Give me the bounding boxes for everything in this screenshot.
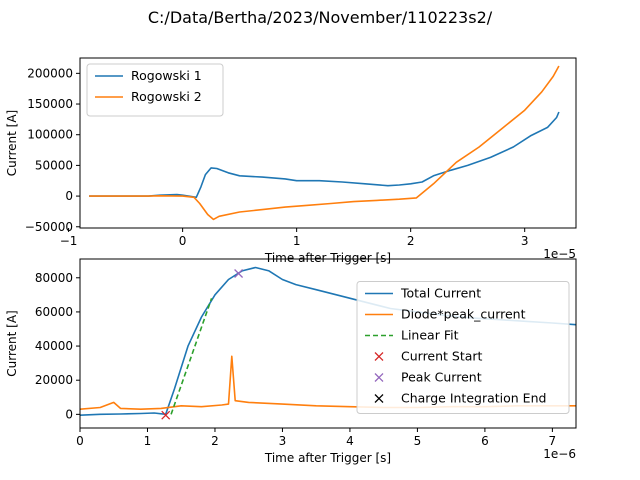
y-tick-label: 60000 [35,305,73,319]
marker-peak-current [234,269,244,278]
x-tick-label: 1 [144,434,152,448]
x-axis-label: Time after Trigger [s] [264,251,391,265]
series-line-rogowski-2 [89,65,560,221]
x-tick-label: −1 [60,234,78,248]
marker-stroke [161,410,171,420]
x-tick-label: 0 [179,234,187,248]
legend-item-total-current: Total Current [365,286,481,301]
legend: Total Current Diode*peak_current Linear Fi… [356,281,570,414]
legend-label: Peak Current [401,370,482,385]
x-offset-label: 1e−6 [543,447,576,461]
legend-item-rogowski-2: Rogowski 2 [95,89,202,104]
x-tick-label: 6 [481,434,489,448]
y-tick-label: 50000 [35,158,73,172]
legend-label: Charge Integration End [401,391,546,406]
x-tick-label: 5 [414,434,422,448]
y-tick-label: 20000 [35,373,73,387]
legend-label: Total Current [400,286,481,301]
figure-title: C:/Data/Bertha/2023/November/110223s2/ [147,8,493,27]
y-axis-label: Current [A] [5,310,19,376]
legend-frame [86,63,224,117]
y-tick-label: 0 [65,407,73,421]
y-tick-label: 40000 [35,339,73,353]
legend-label: Rogowski 1 [131,68,202,83]
y-tick-label: −50000 [25,220,73,234]
x-tick-label: 7 [549,434,557,448]
y-tick-label: 80000 [35,271,73,285]
plot-area [89,65,560,221]
y-tick-label: 100000 [27,128,73,142]
legend-item-current-start: Current Start [374,349,483,364]
legend-marker [374,394,384,403]
marker-stroke [234,269,244,278]
legend-item-peak-current: Peak Current [374,370,482,385]
x-tick-label: 1 [293,234,301,248]
x-tick-label: 3 [521,234,529,248]
legend-marker [374,373,384,382]
subplot-1: −1 0 1 2 3 −50000 0 50000 100000 150000 200000 Time… [5,57,577,265]
legend-label: Current Start [401,349,483,364]
legend-item-diode-peak-current: Diode*peak_current [365,307,526,322]
legend-label: Rogowski 2 [131,89,202,104]
legend-label: Linear Fit [401,328,459,343]
legend-marker [374,352,384,361]
legend-item-linear-fit: Linear Fit [365,328,459,343]
x-tick-label: 3 [279,434,287,448]
x-tick-label: 2 [407,234,415,248]
x-tick-label: 0 [76,434,84,448]
x-tick-label: 2 [211,434,219,448]
legend: Rogowski 1 Rogowski 2 [86,63,224,117]
y-axis-label: Current [A] [5,110,19,176]
legend-label: Diode*peak_current [401,307,526,322]
series-line-rogowski-1 [89,111,560,199]
y-tick-label: 200000 [27,66,73,80]
legend-item-charge-integration-end: Charge Integration End [374,391,546,406]
x-offset-label: 1e−5 [543,247,576,261]
y-tick-label: 0 [65,189,73,203]
axes-frame [79,57,577,229]
series-line-linear-fit [170,298,213,415]
legend-frame [356,281,570,414]
marker-current-start [161,410,171,420]
subplot-2: 0 1 2 3 4 5 6 7 0 20000 40000 60000 80000 Time after … [5,258,577,465]
axes-frame [79,258,577,429]
x-tick-label: 4 [346,434,354,448]
legend-item-rogowski-1: Rogowski 1 [95,68,202,83]
x-axis-label: Time after Trigger [s] [264,451,391,465]
y-tick-label: 150000 [27,97,73,111]
